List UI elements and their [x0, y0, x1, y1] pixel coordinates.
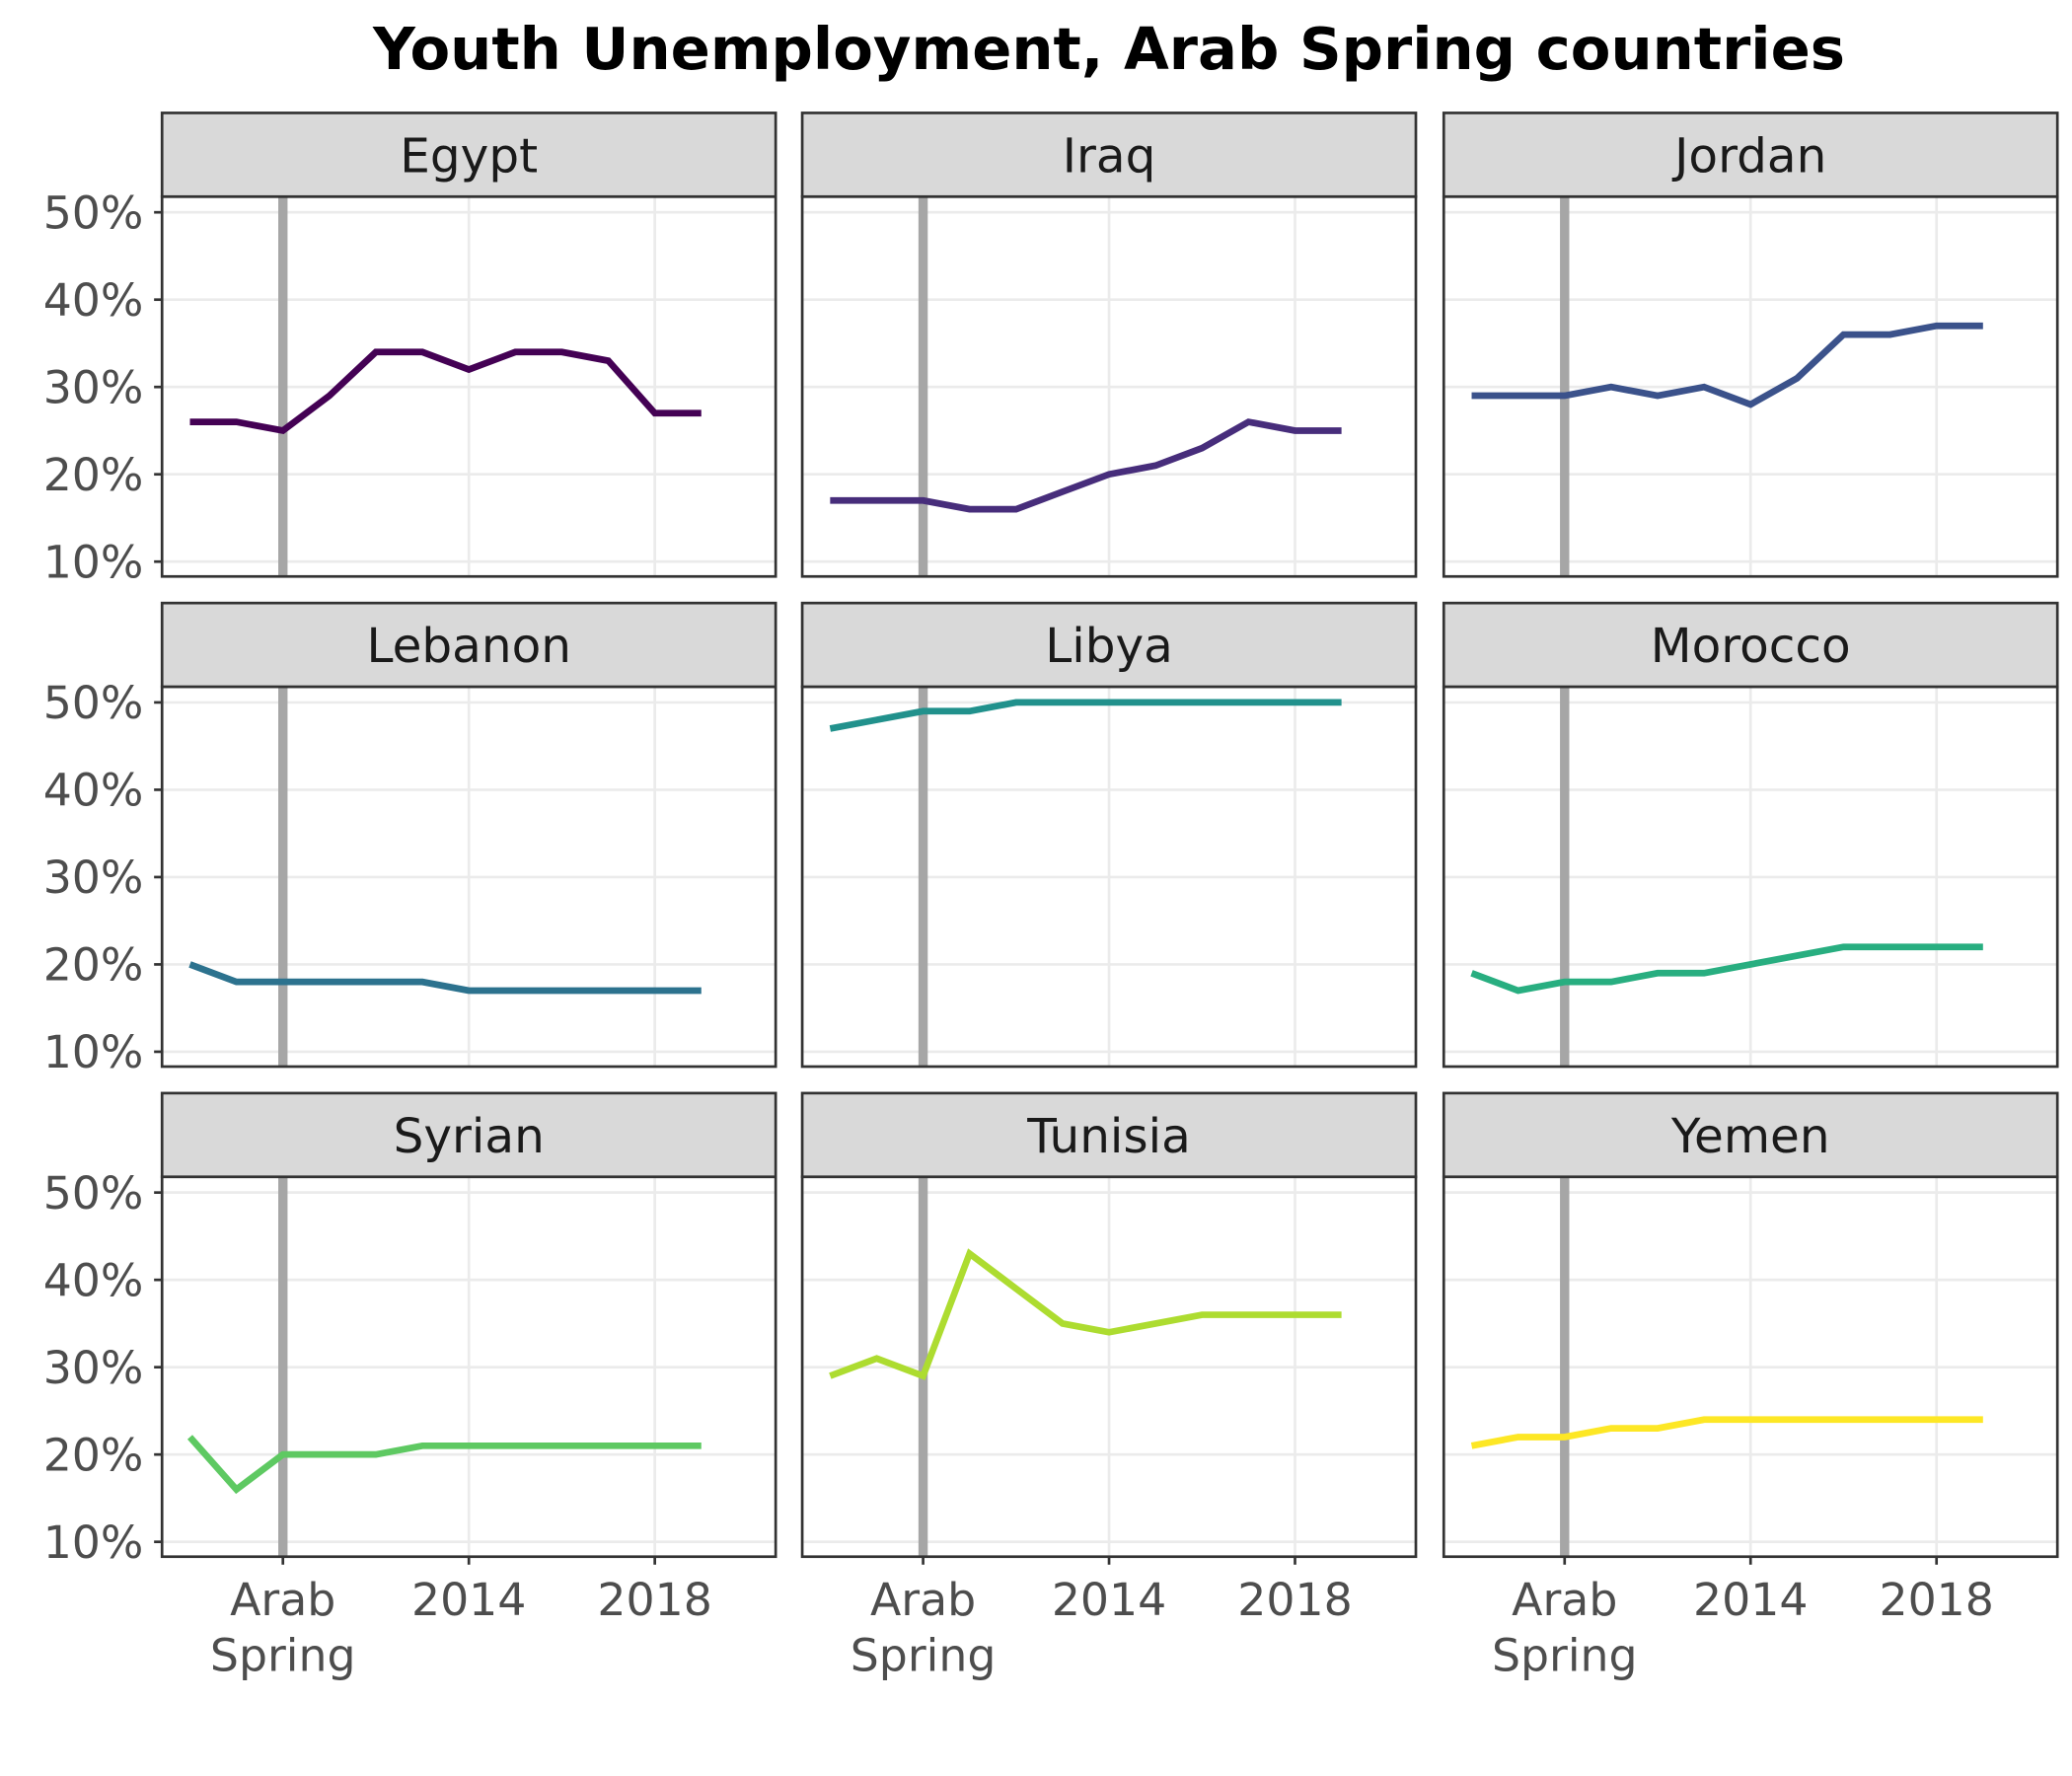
x-tick-label: 2018: [1237, 1574, 1352, 1626]
x-tick-label-line: 2014: [1693, 1574, 1808, 1626]
series-line: [1471, 322, 1983, 408]
y-tick-label: 40%: [43, 274, 144, 327]
chart-title: Youth Unemployment, Arab Spring countrie…: [372, 15, 1845, 83]
x-tick-label: 2018: [597, 1574, 711, 1626]
series-line: [186, 1435, 702, 1495]
strip: [160, 111, 777, 198]
x-tick-label-line: Arab: [870, 1574, 976, 1626]
y-tick-label: 50%: [43, 186, 144, 239]
strip-label: Syrian: [394, 1109, 545, 1164]
strip: [160, 601, 777, 689]
x-tick-label-line: 2014: [411, 1574, 526, 1626]
x-tick-label-line: Spring: [210, 1629, 356, 1681]
x-tick-label: Arab Spring: [210, 1574, 356, 1682]
series-line: [1470, 1416, 1983, 1449]
strip-label: Yemen: [1670, 1109, 1830, 1164]
strip: [160, 1091, 777, 1179]
strip: [800, 1091, 1418, 1179]
x-tick-label: Arab Spring: [851, 1574, 997, 1682]
strip-label: Jordan: [1671, 128, 1826, 184]
strip: [800, 601, 1418, 689]
y-tick-label: 50%: [43, 677, 144, 729]
x-tick-label-line: 2018: [597, 1574, 711, 1626]
y-tick-label: 20%: [43, 939, 144, 992]
x-tick-label-line: 2018: [1879, 1574, 1993, 1626]
x-tick-label: 2014: [411, 1574, 526, 1626]
strip: [800, 111, 1418, 198]
strip-label: Lebanon: [366, 619, 570, 674]
series-line: [189, 348, 702, 435]
strip: [1442, 111, 2059, 198]
series-line: [829, 699, 1342, 732]
y-tick-label: 30%: [43, 361, 144, 413]
series-line: [1470, 943, 1983, 995]
y-tick-label: 30%: [43, 1342, 144, 1394]
series-line: [188, 961, 702, 995]
y-tick-label: 50%: [43, 1167, 144, 1220]
x-tick-label-line: Arab: [1512, 1574, 1617, 1626]
x-tick-label-line: Spring: [1492, 1629, 1638, 1681]
strip-label: Tunisia: [1026, 1109, 1191, 1164]
y-tick-label: 40%: [43, 765, 144, 817]
strip: [1442, 601, 2059, 689]
x-tick-label-line: Arab: [230, 1574, 335, 1626]
strip: [1442, 1091, 2059, 1179]
x-tick-label: 2014: [1052, 1574, 1166, 1626]
x-tick-label-line: Spring: [851, 1629, 997, 1681]
y-tick-label: 10%: [43, 1517, 144, 1569]
y-tick-label: 40%: [43, 1254, 144, 1306]
x-tick-label-line: 2018: [1237, 1574, 1352, 1626]
strip-label: Morocco: [1651, 619, 1851, 674]
y-tick-label: 30%: [43, 851, 144, 904]
strip-label: Egypt: [400, 128, 538, 184]
x-tick-label: Arab Spring: [1492, 1574, 1638, 1682]
x-tick-label: 2018: [1879, 1574, 1993, 1626]
series-line: [829, 1248, 1342, 1380]
series-line: [830, 418, 1342, 513]
y-tick-label: 20%: [43, 449, 144, 501]
x-tick-label-line: 2014: [1052, 1574, 1166, 1626]
y-tick-label: 10%: [43, 536, 144, 588]
y-tick-label: 10%: [43, 1026, 144, 1078]
strip-label: Libya: [1045, 619, 1173, 674]
strip-label: Iraq: [1063, 128, 1156, 184]
y-tick-label: 20%: [43, 1429, 144, 1481]
x-tick-label: 2014: [1693, 1574, 1808, 1626]
